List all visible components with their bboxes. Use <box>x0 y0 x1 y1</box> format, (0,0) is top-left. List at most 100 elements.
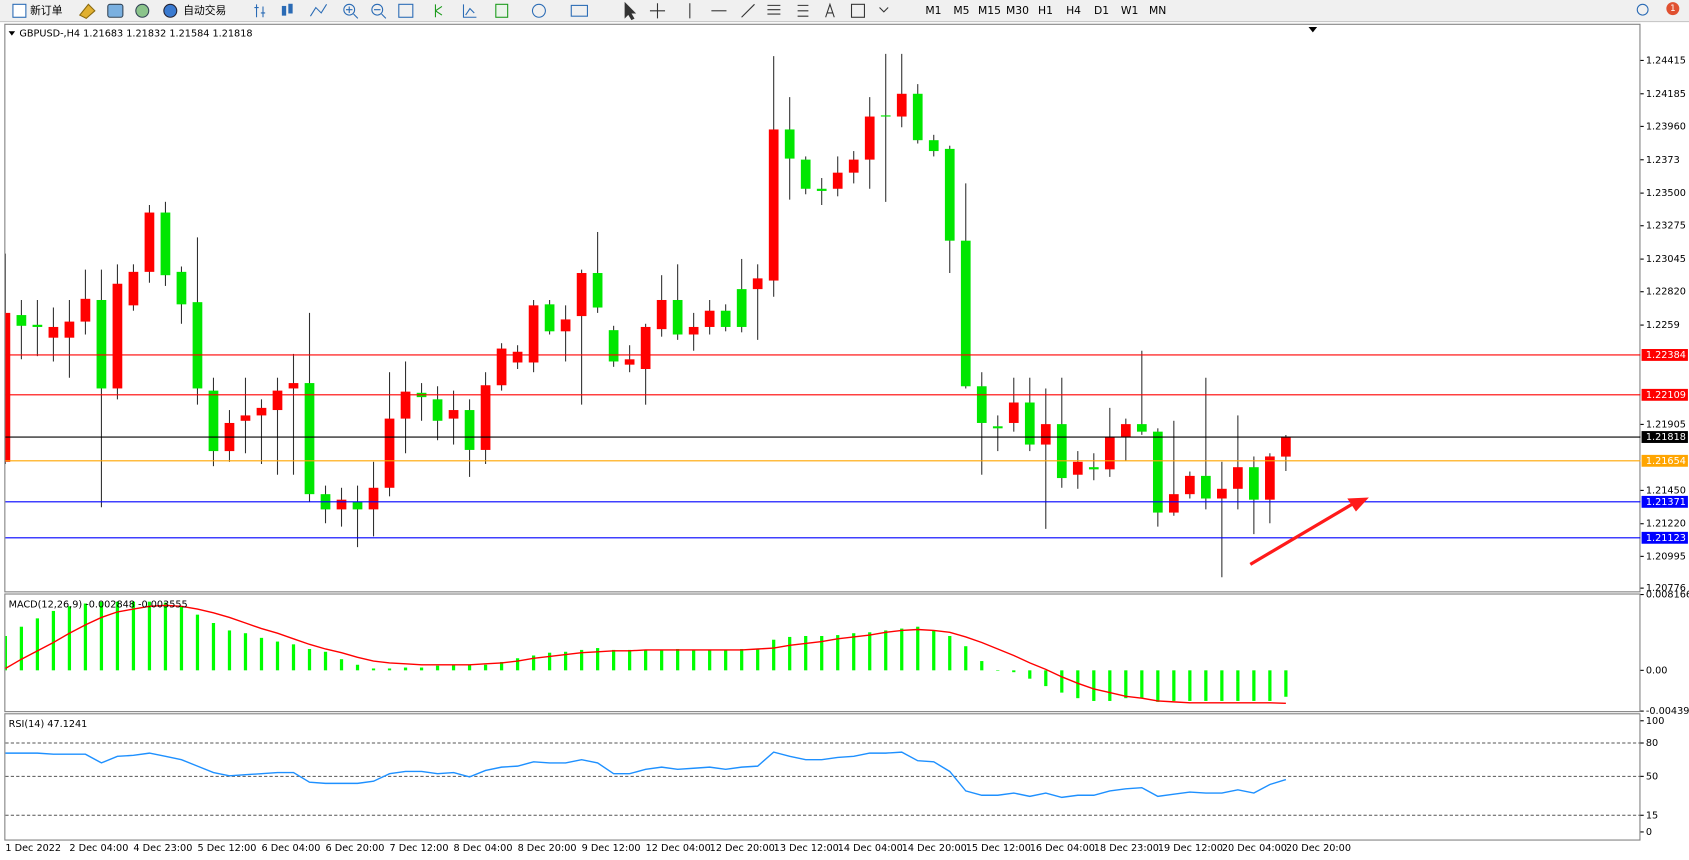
macd-bar <box>179 606 184 671</box>
timeframe-button[interactable]: MN <box>1149 4 1166 17</box>
candle-body <box>368 487 379 510</box>
price-level-tag <box>1641 495 1688 508</box>
x-tick-label: 8 Dec 20:00 <box>518 843 577 854</box>
collapse-marker <box>8 31 16 36</box>
macd-bar <box>579 649 584 671</box>
candle-body <box>80 298 91 322</box>
candle-body <box>976 386 987 423</box>
label-icon[interactable] <box>850 3 865 18</box>
candle-body <box>288 383 299 389</box>
timeframe-button[interactable]: M5 <box>953 4 969 17</box>
cursor-icon[interactable] <box>624 1 637 21</box>
icon[interactable] <box>371 3 384 16</box>
candle-body <box>1281 437 1291 457</box>
channel-icon[interactable] <box>767 4 781 15</box>
icon[interactable] <box>254 4 266 18</box>
candle-body <box>912 93 923 141</box>
auto-trade-icon[interactable] <box>163 3 178 18</box>
candle-body <box>672 299 683 335</box>
icon[interactable] <box>495 3 509 18</box>
crosshair-icon[interactable] <box>649 3 666 19</box>
trendline-icon[interactable] <box>741 3 755 18</box>
candle-body <box>1249 467 1259 500</box>
icon[interactable] <box>434 4 443 18</box>
candle-body <box>448 410 459 419</box>
icon[interactable] <box>135 3 150 18</box>
macd-bar <box>515 658 520 671</box>
notification-badge[interactable]: 1 <box>1670 4 1675 14</box>
y-tick-label: 1.20776 <box>1646 583 1686 594</box>
y-tick-label: 15 <box>1646 810 1658 821</box>
macd-bar <box>243 633 248 671</box>
candle-body <box>640 326 651 370</box>
candle-body <box>800 159 811 189</box>
macd-bar <box>355 664 360 671</box>
macd-bar <box>676 648 680 671</box>
icon[interactable] <box>309 4 328 17</box>
price-level-tag <box>1641 349 1688 361</box>
icon[interactable] <box>462 4 477 18</box>
macd-bar <box>5 635 8 671</box>
macd-bar <box>275 641 280 671</box>
candle-body <box>544 304 555 332</box>
candle-body <box>5 312 11 462</box>
macd-bar <box>948 635 952 671</box>
icon[interactable] <box>374 9 387 19</box>
timeframe-bar: M1 M5 M15 M30 H1 H4 D1 W1 MN <box>925 4 1166 17</box>
timeframe-button[interactable]: H1 <box>1038 4 1053 17</box>
macd-bar <box>1108 670 1112 701</box>
macd-bar <box>51 610 56 671</box>
macd-bar <box>916 626 920 671</box>
x-tick-label: 14 Dec 20:00 <box>902 843 967 854</box>
icon[interactable] <box>345 6 359 19</box>
timeframe-button[interactable]: W1 <box>1121 4 1138 17</box>
timeframe-button[interactable]: M15 <box>978 4 1001 17</box>
auto-trade-button[interactable]: 自动交易 <box>183 4 226 17</box>
macd-bar <box>996 670 1000 671</box>
new-order-button[interactable]: 新订单 <box>30 4 63 17</box>
fibo-icon[interactable] <box>797 4 809 17</box>
icon[interactable] <box>288 3 293 14</box>
timeframe-button[interactable]: M30 <box>1006 4 1029 17</box>
search-icon[interactable] <box>1636 3 1649 16</box>
shift-marker <box>1308 26 1318 33</box>
chart-tools[interactable] <box>254 1 889 21</box>
icon[interactable] <box>343 3 356 16</box>
candle-body <box>512 351 523 363</box>
text-icon[interactable] <box>825 2 835 18</box>
macd-bar <box>756 648 760 671</box>
icon[interactable] <box>78 3 96 19</box>
icon[interactable] <box>107 3 124 18</box>
macd-bar <box>99 601 104 671</box>
macd-bar <box>740 648 744 671</box>
candle-body <box>1136 424 1147 432</box>
macd-bar <box>195 614 200 671</box>
macd-bar <box>932 630 936 671</box>
new-order-icon[interactable] <box>12 3 27 18</box>
candle-body <box>208 390 219 452</box>
notification-icon[interactable] <box>1666 2 1680 16</box>
candle-body <box>608 330 619 362</box>
macd-bar <box>1076 670 1080 699</box>
candle-body <box>176 271 187 305</box>
candle-body <box>864 116 875 160</box>
price-level-label: 1.21371 <box>1646 497 1686 508</box>
candle-body <box>848 159 859 173</box>
y-tick-label: 1.24415 <box>1646 55 1686 66</box>
timeframe-button[interactable]: D1 <box>1094 4 1109 17</box>
macd-bar <box>692 649 696 671</box>
indicator-title: RSI(14) 47.1241 <box>9 719 88 730</box>
candle-body <box>128 271 139 306</box>
shapes-icon[interactable] <box>879 7 889 13</box>
icon[interactable] <box>281 5 287 16</box>
timeframe-button[interactable]: M1 <box>925 4 941 17</box>
timeframe-button[interactable]: H4 <box>1066 4 1081 17</box>
icon[interactable] <box>570 4 588 17</box>
macd-bar <box>1060 670 1064 693</box>
price-level-label: 1.21654 <box>1646 456 1686 467</box>
macd-bar <box>83 603 88 671</box>
candle-body <box>592 273 603 308</box>
panel-plot <box>5 53 1291 578</box>
icon[interactable] <box>398 3 414 18</box>
icon[interactable] <box>531 3 546 18</box>
